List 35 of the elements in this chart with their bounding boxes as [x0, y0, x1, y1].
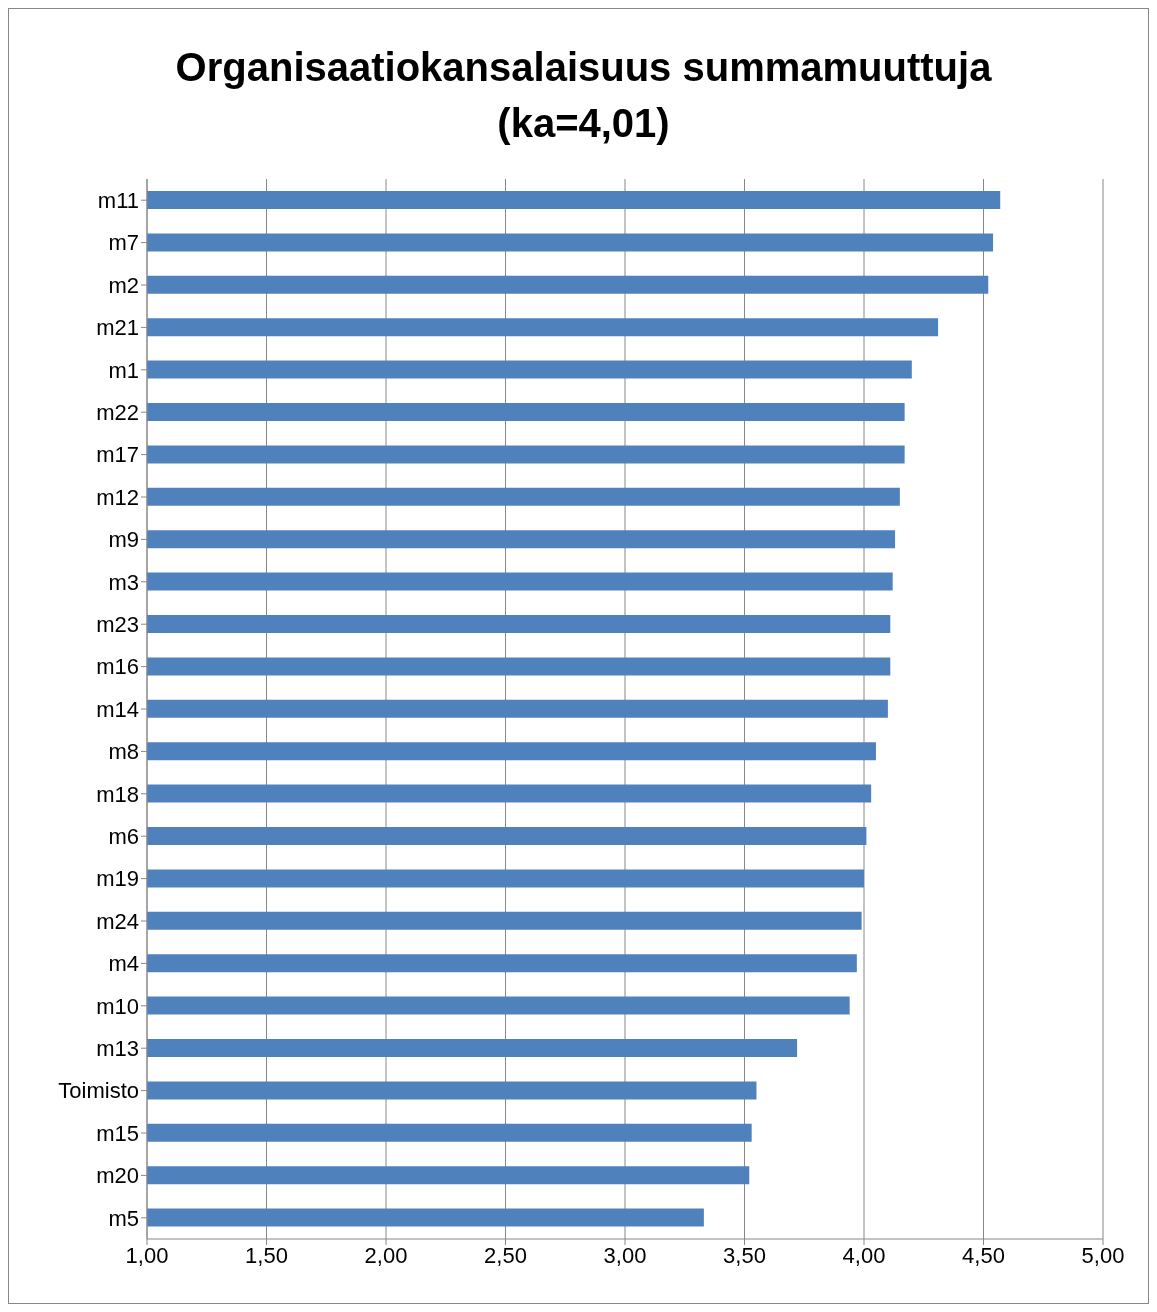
y-tick-label: m22	[96, 400, 139, 426]
x-tick-label: 1,00	[125, 1242, 169, 1268]
y-tick-label: m11	[97, 188, 139, 214]
y-tick-label: m9	[108, 527, 139, 553]
y-tick-label: m7	[108, 230, 139, 256]
y-tick-label: m18	[96, 781, 139, 807]
y-tick-label: m14	[96, 696, 139, 722]
y-tick-label: m8	[108, 739, 139, 765]
y-tick-label: m24	[96, 908, 139, 934]
y-tick-label: m1	[108, 357, 139, 383]
y-tick-label: m13	[96, 1036, 139, 1062]
x-tick-label: 1,50	[245, 1242, 288, 1268]
y-tick-label: m20	[96, 1163, 139, 1189]
y-tick-label: Toimisto	[58, 1078, 139, 1104]
chart-title: Organisaatiokansalaisuus summamuuttuja (ka=4,01)	[174, 44, 993, 147]
y-tick-label: m23	[96, 612, 139, 638]
y-tick-label: m4	[108, 951, 139, 977]
x-tick-label: 3,50	[723, 1242, 766, 1268]
y-tick-label: m21	[96, 315, 139, 341]
x-tick-label: 2,50	[484, 1242, 527, 1268]
y-tick-label: m6	[108, 824, 139, 850]
y-tick-label: m17	[96, 442, 139, 468]
y-tick-label: m15	[96, 1120, 139, 1146]
y-tick-label: m3	[108, 569, 139, 595]
y-tick-label: m19	[96, 866, 139, 892]
y-tick-label: m12	[96, 484, 139, 510]
y-tick-label: m2	[108, 272, 139, 298]
x-tick-label: 2,00	[364, 1242, 408, 1268]
x-tick-label: 4,50	[962, 1242, 1005, 1268]
y-tick-label: m16	[96, 654, 139, 680]
y-tick-label: m10	[96, 993, 139, 1019]
y-tick-label: m5	[108, 1205, 139, 1231]
x-tick-label: 4,00	[842, 1242, 886, 1268]
x-tick-label: 3,00	[603, 1242, 647, 1268]
x-tick-label: 5,00	[1081, 1242, 1125, 1268]
